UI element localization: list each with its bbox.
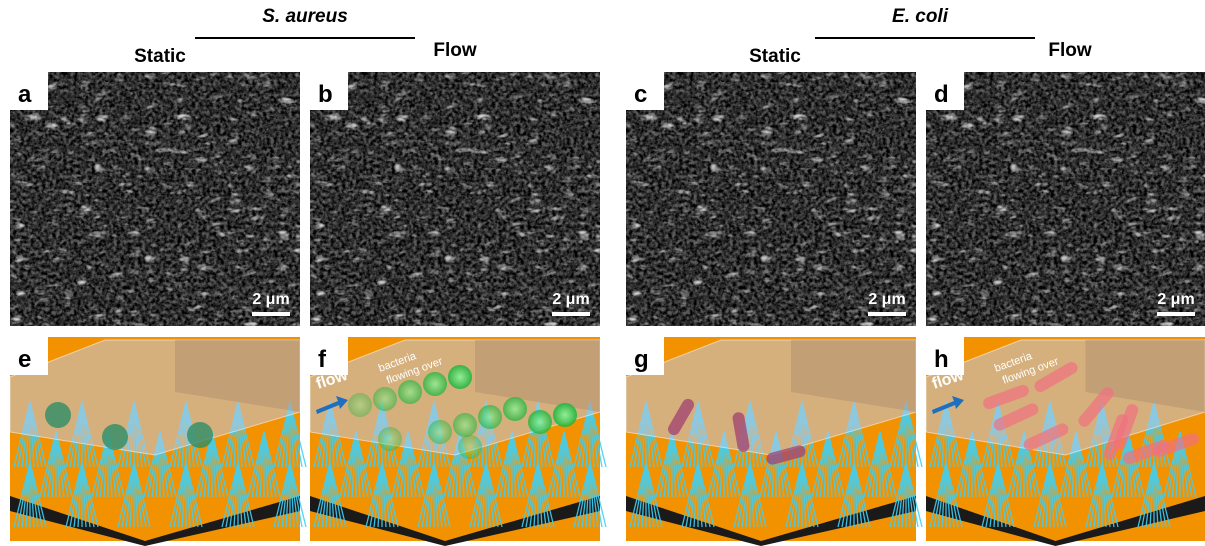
bacterium xyxy=(45,402,71,428)
panel-label: d xyxy=(934,81,949,108)
group-title: S. aureus xyxy=(262,6,348,27)
column-title: Static xyxy=(134,46,186,67)
column-title: Flow xyxy=(1048,40,1091,61)
bacterium xyxy=(423,372,447,396)
sem-fibers xyxy=(10,72,300,326)
bacterium xyxy=(428,420,452,444)
bacterium xyxy=(453,413,477,437)
sem-panel: 2 μm a xyxy=(10,72,300,326)
bacterium xyxy=(373,387,397,411)
sem-fibers xyxy=(926,72,1205,326)
scale-label: 2 μm xyxy=(552,291,589,308)
bacterium xyxy=(478,405,502,429)
panel-label: c xyxy=(634,81,647,108)
bacterium xyxy=(102,424,128,450)
panel-label: h xyxy=(934,346,949,373)
bacterium xyxy=(348,393,372,417)
label-box xyxy=(310,337,348,375)
bacterium xyxy=(503,397,527,421)
group-title: E. coli xyxy=(892,6,949,27)
scale-label: 2 μm xyxy=(1157,291,1194,308)
figure: S. aureus Static Flow E. coli Static Flow 2 μm… xyxy=(0,0,1205,546)
bacterium xyxy=(187,422,213,448)
sem-fibers xyxy=(310,72,600,326)
column-title: Flow xyxy=(433,40,476,61)
schematic-panel: g xyxy=(626,337,922,546)
schematic-panel: e xyxy=(10,337,306,546)
sem-panel: 2 μm b xyxy=(310,72,600,326)
panel-label: a xyxy=(18,81,32,108)
scale-label: 2 μm xyxy=(868,291,905,308)
bacterium xyxy=(448,365,472,389)
bacterium xyxy=(553,403,577,427)
sem-panel: 2 μm c xyxy=(626,72,916,326)
column-title: Static xyxy=(749,46,801,67)
scale-label: 2 μm xyxy=(252,291,289,308)
panel-label: f xyxy=(318,346,327,373)
sem-fibers xyxy=(626,72,916,326)
panel-label: b xyxy=(318,81,333,108)
bacterium xyxy=(378,427,402,451)
bacterium xyxy=(528,410,552,434)
panel-label: g xyxy=(634,346,649,373)
bacterium xyxy=(458,435,482,459)
panel-label: e xyxy=(18,346,31,373)
sem-panel: 2 μm d xyxy=(926,72,1205,326)
bacterium xyxy=(398,380,422,404)
